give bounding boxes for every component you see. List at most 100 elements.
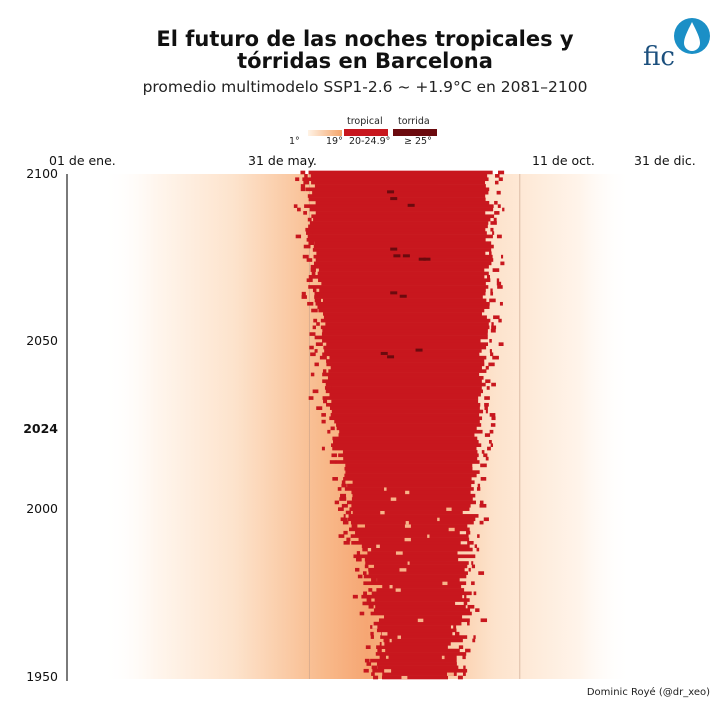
tropical-fragment-1955-a	[364, 658, 370, 663]
tropical-fragment-2082-a	[306, 231, 313, 235]
torrida-night-8	[390, 291, 398, 295]
tropical-row-2094	[312, 190, 489, 195]
tropical-row-2084	[308, 224, 488, 229]
tropical-fragment-1958-a	[377, 648, 382, 653]
tropical-fragment-2018-a	[321, 446, 325, 451]
tropical-gap-1982	[399, 567, 407, 572]
tropical-row-2038	[322, 379, 482, 384]
tropical-row-1991	[358, 537, 470, 542]
tropical-fragment-2062-b	[489, 298, 496, 303]
tropical-fragment-1962-b	[473, 635, 476, 639]
tropical-fragment-2016-b	[483, 453, 488, 458]
chart-title: El futuro de las noches tropicales y tór…	[0, 28, 720, 72]
tropical-fragment-2036-b	[486, 386, 490, 390]
tropical-fragment-2033-b	[484, 396, 490, 400]
year-tick-1950: 1950	[26, 669, 58, 684]
tropical-fragment-2078-a	[303, 244, 311, 249]
tropical-fragment-1970-b	[475, 608, 480, 612]
tropical-fragment-2040-a	[310, 372, 315, 377]
tropical-fragment-1963-b	[455, 631, 460, 636]
tropical-fragment-2020-b	[488, 439, 492, 444]
author-credit: Dominic Royé (@dr_xeo)	[586, 687, 710, 698]
tropical-row-1961	[383, 638, 463, 643]
tropical-fragment-2027-b	[491, 416, 496, 421]
tropical-row-1990	[351, 540, 461, 545]
tropical-row-2082	[312, 231, 487, 235]
tropical-row-1996	[350, 520, 474, 525]
tropical-fragment-2045-b	[492, 355, 499, 360]
tropical-row-2026	[334, 419, 480, 424]
tropical-row-2002	[347, 500, 476, 505]
tropical-row-2040	[322, 372, 480, 377]
tropical-fragment-2002-a	[334, 500, 340, 505]
tropical-fragment-1997-b	[483, 517, 489, 522]
tropical-row-2073	[313, 261, 492, 266]
tropical-fragment-2007-a	[341, 483, 347, 488]
tropical-row-1995	[364, 524, 468, 528]
tropical-row-1983	[373, 564, 468, 569]
tropical-row-2024	[336, 426, 477, 431]
tropical-fragment-2090-a	[293, 204, 298, 208]
tropical-row-1960	[379, 641, 451, 646]
tropical-row-2067	[321, 281, 486, 286]
tropical-row-2052	[321, 332, 488, 336]
tropical-fragment-1981-a	[362, 571, 367, 575]
tropical-fragment-2030-a	[316, 406, 323, 410]
tropical-fragment-2065-b	[490, 288, 493, 293]
legend-tropical-swatch	[344, 129, 388, 136]
tropical-fragment-2031-b	[484, 402, 489, 407]
tropical-gap-1991	[404, 537, 411, 542]
tropical-fragment-2023-a	[327, 429, 331, 434]
tropical-fragment-1979-a	[371, 578, 377, 582]
tropical-row-2037	[325, 382, 486, 387]
tropical-fragment-2007-b	[477, 483, 481, 488]
tropical-row-1952	[372, 668, 468, 673]
tropical-row-2059	[318, 308, 485, 313]
tropical-fragment-1989-b	[474, 544, 478, 548]
tropical-row-1988	[362, 547, 473, 552]
tropical-fragment-1990-b	[467, 540, 474, 545]
tropical-fragment-1971-a	[368, 604, 374, 609]
tropical-row-1962	[380, 635, 468, 639]
tropical-fragment-1993-a	[343, 530, 348, 535]
tropical-fragment-2068-a	[306, 278, 313, 283]
tropical-row-2080	[306, 237, 486, 242]
tropical-fragment-2099-a	[304, 174, 308, 178]
tropical-fragment-2066-a	[308, 285, 315, 289]
tropical-row-2041	[328, 369, 487, 373]
tropical-row-2076	[316, 251, 486, 256]
tropical-gap-1992	[427, 534, 430, 538]
tropical-fragment-2009-a	[332, 477, 338, 481]
tropical-row-1986	[353, 554, 476, 559]
title-line-2: tórridas en Barcelona	[237, 49, 493, 73]
tropical-fragment-1961-b	[472, 638, 476, 643]
tropical-fragment-2089-a	[297, 207, 301, 212]
tropical-row-1972	[362, 601, 456, 606]
tropical-gap-1962	[397, 635, 401, 639]
tropical-fragment-2100-b	[498, 170, 505, 175]
tropical-fragment-2014-a	[329, 460, 337, 464]
tropical-row-2068	[318, 278, 491, 283]
tropical-row-2013	[345, 463, 473, 468]
tropical-row-2099	[310, 174, 488, 178]
tropical-row-1969	[370, 611, 472, 616]
tropical-row-1993	[355, 530, 460, 535]
tropical-row-2028	[330, 413, 480, 417]
tropical-fragment-1990-a	[343, 540, 350, 545]
tropical-fragment-1954-a	[366, 662, 372, 666]
tropical-gap-1976	[395, 588, 401, 592]
tropical-fragment-2048-a	[309, 345, 314, 350]
tropical-fragment-1987-a	[356, 551, 361, 555]
tropical-fragment-2094-b	[496, 190, 501, 195]
tropical-fragment-2028-a	[321, 413, 326, 417]
tropical-row-2090	[304, 204, 494, 208]
tropical-row-2065	[319, 288, 486, 293]
tropical-fragment-2061-a	[307, 301, 314, 306]
tropical-row-2058	[322, 312, 482, 316]
tropical-row-2060	[317, 305, 490, 309]
tropical-fragment-2062-a	[314, 298, 322, 303]
tropical-row-1954	[376, 662, 457, 666]
tropical-fragment-1999-a	[345, 510, 352, 515]
tropical-fragment-2070-a	[311, 271, 316, 276]
tropical-fragment-2088-a	[303, 211, 308, 215]
